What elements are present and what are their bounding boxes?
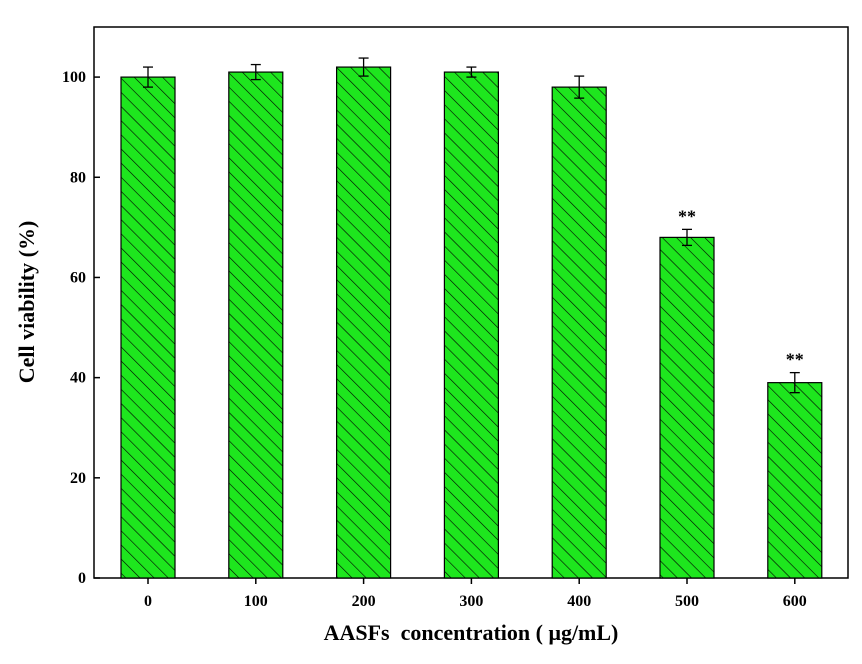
x-tick-label: 200 — [352, 593, 376, 610]
significance-label: ** — [678, 206, 696, 226]
x-axis-title: AASFs concentration ( μg/mL) — [324, 620, 619, 645]
bar — [120, 76, 176, 579]
significance-label: ** — [786, 350, 804, 370]
bar — [228, 71, 284, 579]
y-tick-label: 20 — [70, 470, 86, 487]
x-tick-label: 0 — [144, 593, 152, 610]
bar — [443, 71, 499, 579]
y-tick-label: 40 — [70, 370, 86, 387]
y-tick-label: 60 — [70, 269, 86, 286]
x-tick-label: 600 — [783, 593, 807, 610]
bar — [659, 236, 715, 579]
x-tick-label: 100 — [244, 593, 268, 610]
bar — [336, 66, 392, 579]
y-tick-label: 0 — [78, 570, 86, 587]
x-tick-label: 300 — [459, 593, 483, 610]
y-tick-label: 100 — [62, 69, 86, 86]
y-tick-label: 80 — [70, 169, 86, 186]
bar — [551, 86, 607, 579]
y-axis-title: Cell viability (%) — [14, 221, 39, 384]
bar — [767, 382, 823, 579]
x-tick-label: 400 — [567, 593, 591, 610]
x-tick-label: 500 — [675, 593, 699, 610]
